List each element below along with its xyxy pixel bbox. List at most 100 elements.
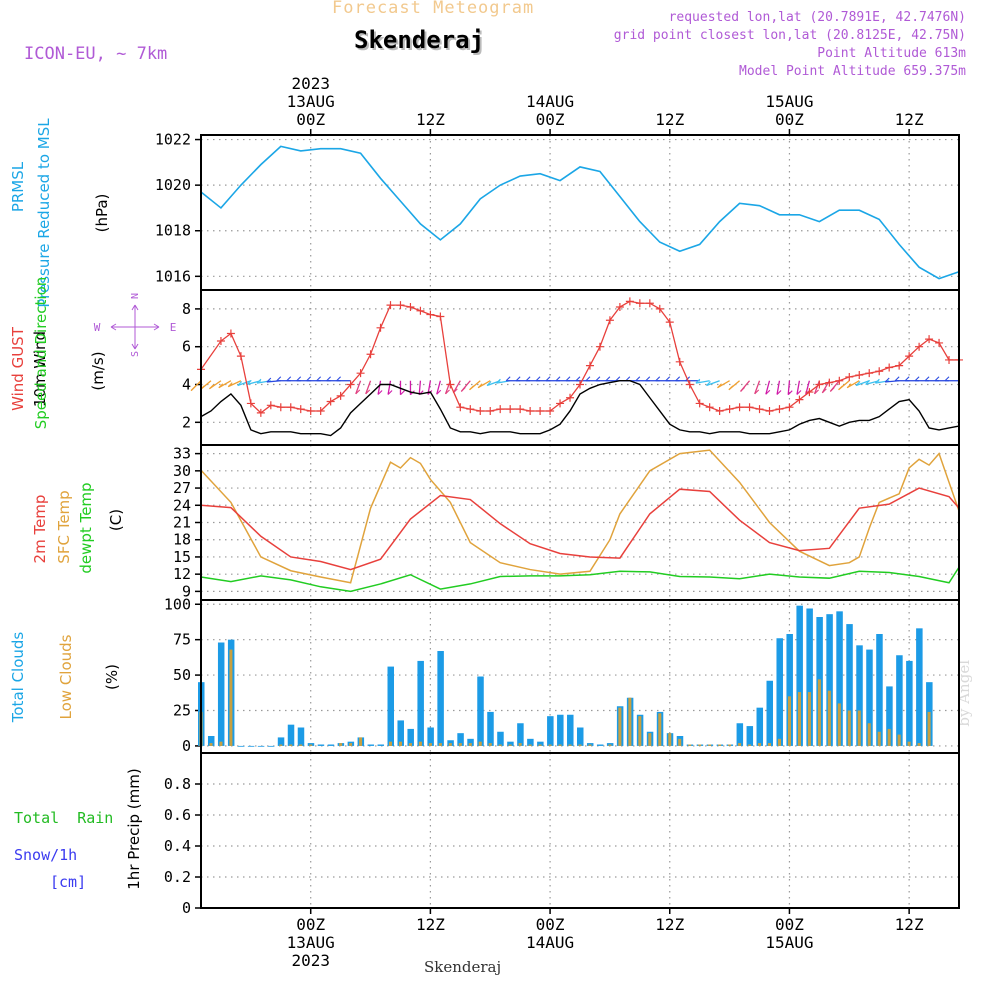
total-cloud-bar (287, 724, 295, 746)
gust-marker (795, 395, 804, 404)
total-cloud-bar (806, 608, 813, 746)
gust-marker (346, 380, 355, 389)
total-cloud-bar (457, 733, 464, 746)
gridpoint-coords: grid point closest lon,lat (20.8125E, 42… (613, 28, 966, 43)
wind-barb (695, 380, 710, 384)
gust-marker (625, 297, 634, 306)
low-cloud-bar (548, 744, 552, 746)
total-cloud-bar (736, 723, 744, 746)
snow-label: Snow/1h (14, 846, 78, 864)
y-tick-label: 0 (182, 899, 191, 917)
time-label-top: 14AUG (526, 92, 574, 111)
gust-marker (366, 350, 375, 359)
gust-marker (266, 401, 275, 410)
y-tick-label: 50 (173, 666, 191, 684)
meteogram-title: Forecast Meteogram (332, 0, 535, 18)
wind-barb-tail (227, 382, 233, 388)
gust-marker (765, 406, 774, 415)
gust-marker (326, 397, 335, 406)
gust-marker (476, 406, 485, 415)
low-cloud-bar (279, 744, 283, 746)
wind-barb-tail (934, 376, 940, 382)
total-cloud-bar (417, 660, 424, 746)
wind-barb-tail (400, 390, 405, 396)
wind-barb (237, 380, 252, 387)
low-cloud-bar (618, 707, 622, 746)
total-cloud-bar (487, 711, 494, 746)
wind-barb-tail (615, 376, 621, 382)
wind-barb-tail (355, 389, 361, 395)
gust-marker (556, 399, 565, 408)
gust-marker (526, 406, 535, 415)
low-cloud-bar (807, 692, 811, 746)
gust-marker (845, 372, 854, 381)
y-tick-label: 0.2 (164, 868, 191, 886)
low-cloud-bar (458, 743, 462, 746)
total-cloud-bar (397, 720, 404, 746)
gust-marker (306, 406, 315, 415)
total-cloud-bar (317, 744, 325, 746)
gust-marker (945, 355, 954, 364)
wind-barb (706, 380, 720, 387)
y-tick-label: 15 (173, 548, 191, 566)
gust-marker (605, 316, 614, 325)
gust-marker (566, 393, 575, 402)
wind-barb (256, 380, 271, 384)
low-cloud-bar (558, 744, 562, 746)
total-cloud-bar (507, 741, 514, 746)
low-cloud-bar (867, 723, 871, 746)
low-cloud-bar (628, 697, 632, 746)
time-label-top: 12Z (416, 110, 445, 129)
footer-location: Skenderaj (424, 958, 502, 976)
y-tick-label: 27 (173, 479, 191, 497)
low-cloud-bar (797, 692, 801, 746)
wind-barb-tail (460, 387, 466, 392)
gust-marker (585, 361, 594, 370)
gust-marker (436, 312, 445, 321)
low-cloud-bar (229, 649, 233, 746)
y-tick-label: 75 (173, 631, 191, 649)
low-cloud-bar (817, 679, 821, 746)
total-cloud-bar (826, 614, 833, 746)
total-cloud-bar (477, 676, 484, 746)
gust-marker (536, 406, 545, 415)
gust-marker (615, 303, 624, 312)
gust-marker (516, 405, 525, 414)
time-label-top: 00Z (536, 110, 565, 129)
compass-ns-arrow (131, 304, 139, 350)
low-cloud-bar (468, 743, 472, 746)
low-cloud-bar (588, 744, 592, 746)
low-cloud-bar (648, 733, 652, 746)
y-tick-label: 4 (182, 376, 191, 394)
time-label-bottom: 12Z (895, 915, 924, 934)
wind-barb-tail (765, 389, 771, 395)
wind-barb-tail (655, 376, 661, 382)
wind-barb (765, 380, 771, 395)
wind-barb-tail (286, 376, 292, 382)
low-cloud-bar (847, 710, 851, 746)
total-cloud-bar (277, 737, 285, 746)
y-tick-label: 33 (173, 445, 191, 463)
wind-barb-tail (505, 376, 511, 382)
time-label-bottom: 12Z (416, 915, 445, 934)
gust-marker (825, 378, 834, 387)
y-tick-label: 30 (173, 462, 191, 480)
gust-marker (855, 371, 864, 380)
gust-marker (416, 306, 425, 315)
wind-barb-tail (306, 376, 312, 382)
wind-barb-tail (276, 376, 282, 382)
gust-marker (576, 380, 584, 389)
gust-marker (296, 405, 305, 414)
time-label-top: 12Z (895, 110, 924, 129)
total-cloud-bar (377, 744, 385, 746)
gust-marker (486, 406, 495, 415)
time-label-top: 15AUG (765, 92, 813, 111)
total-cloud-bar (786, 634, 793, 746)
low-cloud-bar (668, 733, 672, 746)
gust-marker (316, 406, 325, 415)
wind-barb (377, 380, 382, 395)
wind-barb (418, 380, 422, 395)
wind-barb-tail (555, 376, 561, 382)
wind-barb-tail (469, 385, 474, 391)
gust-marker (236, 352, 245, 361)
